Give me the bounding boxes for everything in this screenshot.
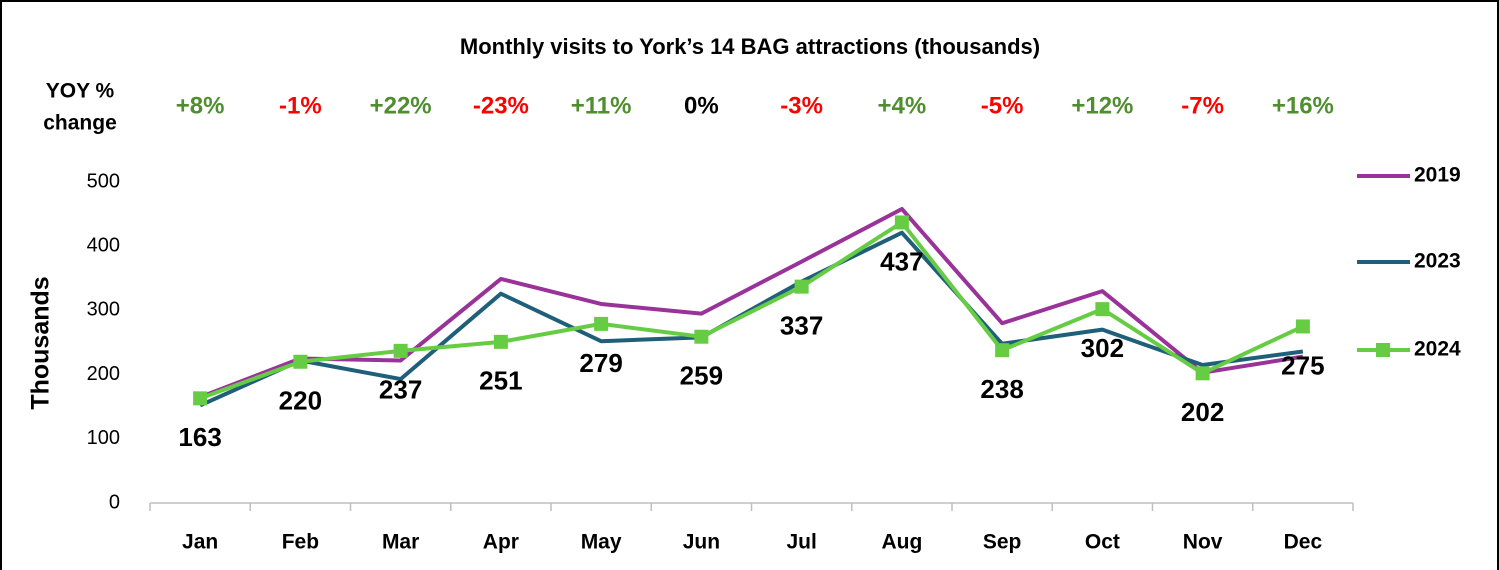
y-tick-label: 400 [87, 234, 120, 256]
point [293, 354, 308, 369]
x-tick-label: Apr [483, 531, 519, 554]
series-line [199, 220, 1304, 401]
x-tick-label: Sep [983, 531, 1022, 554]
yoy-label: +12% [1071, 92, 1133, 119]
point [794, 279, 809, 294]
data-label: 259 [680, 361, 723, 391]
chart-title: Monthly visits to York’s 14 BAG attracti… [460, 34, 1040, 59]
series-line [199, 230, 1304, 408]
data-label: 163 [178, 422, 221, 452]
x-tick-label: Jul [786, 531, 816, 554]
yoy-label: -1% [279, 92, 322, 119]
x-tick-label: Oct [1085, 531, 1120, 554]
y-tick-label: 300 [87, 299, 120, 321]
y-tick-label: 100 [87, 427, 120, 449]
data-label: 302 [1081, 333, 1124, 363]
x-tick-label: Feb [282, 531, 319, 554]
yoy-label: 0% [684, 92, 719, 119]
yoy-label: -23% [473, 92, 529, 119]
point [1095, 302, 1110, 317]
yoy-label: -3% [780, 92, 823, 119]
data-label: 237 [379, 375, 422, 405]
yoy-label: -5% [981, 92, 1024, 119]
legend-marker [1376, 343, 1390, 357]
yoy-title: change [43, 112, 117, 135]
point [894, 215, 909, 230]
yoy-title: YOY % [46, 80, 115, 103]
x-tick-label: Nov [1183, 531, 1223, 554]
y-tick-label: 500 [87, 170, 120, 192]
legend-label: 2023 [1414, 250, 1461, 273]
yoy-label: +8% [176, 92, 225, 119]
yoy-label: +4% [878, 92, 927, 119]
yoy-label: +22% [370, 92, 432, 119]
point [594, 316, 609, 331]
data-label: 220 [279, 386, 322, 416]
x-tick-label: Jan [182, 531, 218, 554]
yoy-label: +16% [1272, 92, 1334, 119]
data-label: 275 [1281, 350, 1324, 380]
y-axis-title: Thousands [27, 276, 55, 409]
point [995, 343, 1010, 358]
point [493, 334, 508, 349]
yoy-label: +11% [571, 92, 632, 119]
data-label: 202 [1181, 397, 1224, 427]
point [1195, 366, 1210, 381]
y-tick-label: 0 [109, 491, 120, 513]
x-tick-label: Mar [382, 531, 419, 554]
point [393, 343, 408, 358]
data-label: 251 [479, 366, 522, 396]
y-tick-label: 200 [87, 363, 120, 385]
data-label: 238 [980, 374, 1023, 404]
legend-label: 2024 [1414, 338, 1461, 361]
data-label: 337 [780, 311, 823, 341]
yoy-label: -7% [1181, 92, 1224, 119]
data-label: 279 [579, 348, 622, 378]
x-tick-label: Dec [1284, 531, 1323, 554]
x-tick-label: May [581, 531, 622, 554]
point [193, 391, 208, 406]
series-line [199, 206, 1304, 399]
point [694, 329, 709, 344]
x-tick-label: Aug [881, 531, 922, 554]
x-tick-label: Jun [683, 531, 720, 554]
point [1295, 319, 1310, 334]
legend-label: 2019 [1414, 164, 1461, 187]
data-label: 437 [880, 246, 923, 276]
